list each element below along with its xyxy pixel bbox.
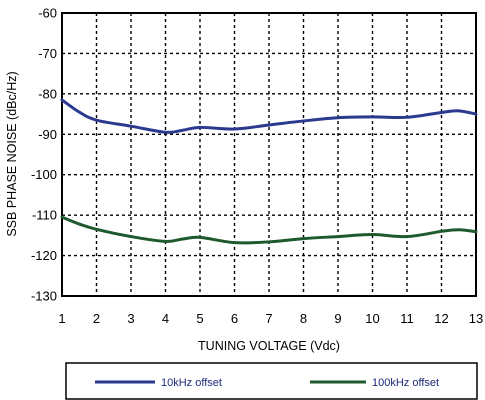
x-tick-label: 6 (231, 311, 238, 326)
plot-frame (61, 12, 477, 297)
x-axis-label: TUNING VOLTAGE (Vdc) (198, 339, 340, 353)
legend: 10kHz offset 100kHz offset (65, 362, 478, 400)
x-tick-label: 5 (196, 311, 203, 326)
x-tick-label: 4 (162, 311, 169, 326)
grid (62, 13, 476, 296)
x-tick-labels: 1 2 3 4 5 6 7 8 9 10 11 12 13 (58, 311, 483, 326)
x-tick-label: 2 (93, 311, 100, 326)
y-axis-label: SSB PHASE NOISE (dBc/Hz) (5, 71, 19, 236)
y-tick-label: -80 (38, 86, 57, 101)
x-tick-label: 10 (365, 311, 379, 326)
legend-label-10khz: 10kHz offset (161, 377, 222, 389)
x-tick-label: 12 (434, 311, 448, 326)
y-tick-label: -130 (31, 289, 57, 304)
legend-label-100khz: 100kHz offset (372, 377, 439, 389)
y-tick-label: -90 (38, 127, 57, 142)
series-line-0 (60, 98, 478, 134)
y-tick-label: -60 (38, 6, 57, 21)
y-tick-label: -100 (31, 167, 57, 182)
x-tick-label: 1 (58, 311, 65, 326)
x-tick-label: 13 (469, 311, 483, 326)
x-tick-label: 9 (334, 311, 341, 326)
y-tick-labels: -60 -70 -80 -90 -100 -110 -120 -130 (31, 6, 57, 304)
x-tick-label: 11 (400, 311, 414, 326)
legend-box (65, 362, 478, 400)
x-tick-label: 8 (300, 311, 307, 326)
series-line-1 (60, 215, 478, 245)
y-tick-label: -70 (38, 46, 57, 61)
x-tick-label: 3 (127, 311, 134, 326)
y-tick-label: -110 (32, 208, 57, 223)
x-tick-label: 7 (265, 311, 272, 326)
series-layer (60, 98, 478, 245)
y-tick-label: -120 (31, 248, 57, 263)
